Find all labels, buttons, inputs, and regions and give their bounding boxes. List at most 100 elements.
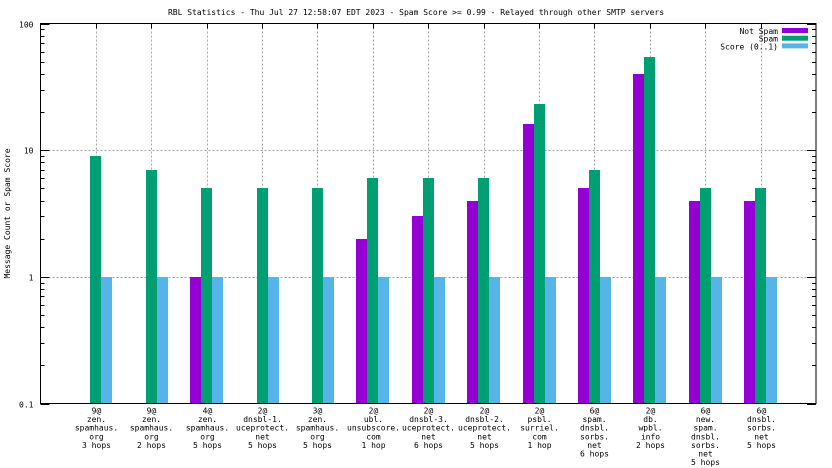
bar-score-0-1 — [655, 277, 666, 404]
y-axis-label: Message Count or Spam Score — [3, 148, 12, 278]
bars — [90, 57, 777, 404]
bar-score-0-1 — [157, 277, 168, 404]
x-tick-label-line: surriel. — [520, 424, 559, 433]
x-tick-label-line: info — [641, 432, 660, 441]
bar-spam — [589, 170, 600, 404]
x-tick-label: 3@ zen. spamhaus. org 5 hops — [296, 407, 339, 450]
x-tick-label-line: 6@ — [701, 407, 711, 416]
bar-not-spam — [633, 74, 644, 404]
bar-spam — [146, 170, 157, 404]
legend-label: Not Spam — [739, 27, 778, 36]
x-tick-label: 2@ psbl. surriel. com 1 hop — [520, 407, 559, 450]
bar-not-spam — [578, 188, 589, 404]
x-tick-label-line: 5 hops — [747, 441, 776, 450]
x-tick-label-line: 2 hops — [137, 441, 166, 450]
x-tick-label-line: 5 hops — [691, 458, 720, 467]
x-tick-label-line: net — [754, 432, 769, 441]
legend-label: Score (0..1) — [720, 42, 778, 51]
x-tick-label-line: sorbs. — [691, 441, 720, 450]
y-tick-label: 1 — [29, 274, 34, 283]
bar-score-0-1 — [101, 277, 112, 404]
x-tick-label-line: 2@ — [535, 407, 545, 416]
plot-frame — [40, 23, 817, 404]
x-tick-label-line: 2@ — [369, 407, 379, 416]
x-tick-label-line: 2@ — [258, 407, 268, 416]
x-tick-label-line: 5 hops — [248, 441, 277, 450]
bar-score-0-1 — [711, 277, 722, 404]
x-tick-label-line: 3@ — [313, 407, 323, 416]
x-tick-label-line: dnsbl. — [747, 415, 776, 424]
x-tick-label-line: net — [587, 441, 602, 450]
x-tick-label-line: dnsbl-1. — [243, 415, 282, 424]
x-tick-label-line: net — [421, 432, 436, 441]
x-tick-label-line: sorbs. — [580, 432, 609, 441]
y-tick-labels: 0.1 1 10 100 — [19, 21, 34, 410]
x-tick-label-line: dnsbl. — [580, 424, 609, 433]
y-tick-label: 100 — [19, 21, 34, 30]
x-tick-label-line: zen. — [87, 415, 106, 424]
x-tick-label: 6@ dnsbl. sorbs. net 5 hops — [747, 407, 776, 450]
x-tick-label-line: spam. — [582, 415, 606, 424]
x-tick-label-line: uceprotect. — [402, 424, 455, 433]
x-tick-label-line: db. — [643, 415, 657, 424]
bar-not-spam — [744, 201, 755, 404]
x-tick-label-line: uceprotect. — [236, 424, 289, 433]
x-tick-label: 6@ spam. dnsbl. sorbs. net 6 hops — [580, 407, 609, 459]
x-tick-label-line: spamhaus. — [130, 424, 173, 433]
legend-swatch-spam — [782, 35, 808, 41]
x-tick-label-line: 1 hop — [527, 441, 551, 450]
bar-spam — [423, 178, 434, 404]
axis-ticks — [40, 23, 816, 405]
x-tick-label-line: 6@ — [590, 407, 600, 416]
x-tick-label: 9@ zen. spamhaus. org 3 hops — [75, 407, 118, 450]
bar-score-0-1 — [268, 277, 279, 404]
x-tick-label-line: zen. — [198, 415, 217, 424]
x-tick-label-line: uceprotect. — [458, 424, 511, 433]
y-tick-label: 0.1 — [19, 401, 34, 410]
x-tick-label-line: 2 hops — [636, 441, 665, 450]
x-tick-label: 2@ dnsbl-2. uceprotect. net 5 hops — [458, 407, 511, 450]
x-tick-label-line: 5 hops — [303, 441, 332, 450]
x-tick-label: 2@ db. wpbl. info 2 hops — [636, 407, 665, 450]
bar-score-0-1 — [600, 277, 611, 404]
x-tick-label-line: 2@ — [480, 407, 490, 416]
bar-score-0-1 — [378, 277, 389, 404]
x-tick-label: 2@ dnsbl-3. uceprotect. net 6 hops — [402, 407, 455, 450]
bar-score-0-1 — [489, 277, 500, 404]
x-tick-label: 2@ dnsbl-1. uceprotect. net 5 hops — [236, 407, 289, 450]
x-tick-label-line: new. — [696, 415, 715, 424]
x-tick-label-line: net — [255, 432, 270, 441]
x-tick-label-line: unsubscore. — [347, 424, 400, 433]
x-tick-label: 2@ ubl. unsubscore. com 1 hop — [347, 407, 400, 450]
x-tick-label-line: org — [310, 432, 325, 441]
bar-not-spam — [467, 201, 478, 404]
x-tick-label-line: dnsbl-2. — [465, 415, 504, 424]
x-tick-label-line: 9@ — [92, 407, 102, 416]
legend-swatch-score-0-1 — [782, 43, 808, 49]
x-tick-label-line: 6 hops — [580, 450, 609, 459]
x-tick-label: 9@ zen. spamhaus. org 2 hops — [130, 407, 173, 450]
bar-score-0-1 — [434, 277, 445, 404]
bar-not-spam — [689, 201, 700, 404]
x-tick-label-line: wpbl. — [638, 424, 662, 433]
x-tick-label-line: dnsbl. — [691, 432, 720, 441]
bar-not-spam — [190, 277, 201, 404]
bar-score-0-1 — [323, 277, 334, 404]
x-tick-label-line: 3 hops — [82, 441, 111, 450]
bar-spam — [312, 188, 323, 404]
x-tick-label-line: psbl. — [527, 415, 551, 424]
x-tick-label-line: 4@ — [203, 407, 213, 416]
x-tick-label-line: 5 hops — [470, 441, 499, 450]
bar-not-spam — [412, 216, 423, 404]
bar-spam — [478, 178, 489, 404]
x-tick-label-line: spamhaus. — [186, 424, 229, 433]
x-tick-label-line: 2@ — [646, 407, 656, 416]
bar-spam — [700, 188, 711, 404]
bar-score-0-1 — [766, 277, 777, 404]
bar-spam — [201, 188, 212, 404]
bar-spam — [644, 57, 655, 404]
bar-spam — [90, 156, 101, 404]
